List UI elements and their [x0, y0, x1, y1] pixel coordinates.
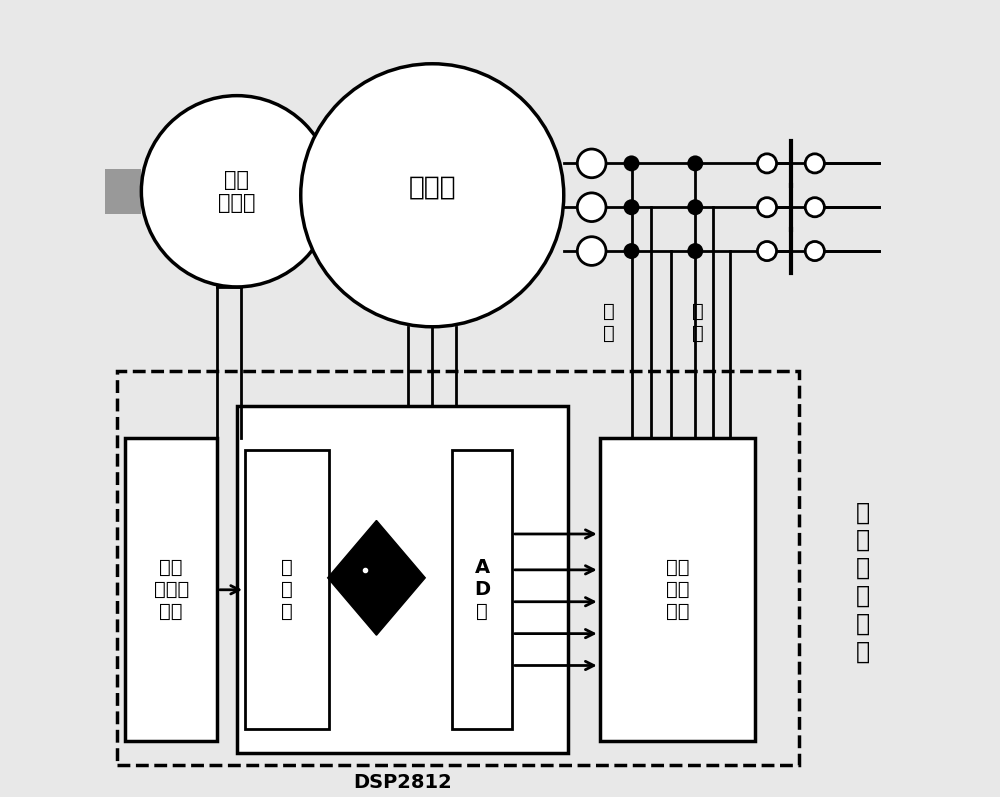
Circle shape — [301, 64, 564, 327]
Circle shape — [805, 154, 824, 173]
Text: 永磁
励磁机: 永磁 励磁机 — [218, 170, 256, 213]
Bar — [305, 169, 329, 214]
Bar — [452, 450, 512, 729]
Polygon shape — [328, 520, 425, 635]
Circle shape — [141, 96, 333, 287]
Text: 采样
处理
电路: 采样 处理 电路 — [666, 558, 689, 622]
Circle shape — [757, 154, 777, 173]
Circle shape — [757, 241, 777, 261]
Bar — [105, 169, 141, 214]
Circle shape — [624, 199, 639, 215]
Text: 信号
预处理
电路: 信号 预处理 电路 — [154, 558, 189, 622]
Text: 发电机: 发电机 — [408, 175, 456, 200]
Text: 电
压: 电 压 — [692, 302, 704, 344]
Circle shape — [805, 198, 824, 217]
Bar — [117, 371, 799, 765]
Text: 捕
获
口: 捕 获 口 — [281, 558, 293, 622]
Circle shape — [757, 198, 777, 217]
Circle shape — [805, 241, 824, 261]
Bar — [600, 438, 755, 741]
Circle shape — [577, 237, 606, 265]
Circle shape — [687, 199, 703, 215]
Circle shape — [624, 243, 639, 259]
Text: A
D
口: A D 口 — [474, 558, 490, 622]
Circle shape — [687, 155, 703, 171]
Bar — [245, 450, 329, 729]
Text: DSP2812: DSP2812 — [353, 773, 452, 792]
Text: 交
流
采
样
系
统: 交 流 采 样 系 统 — [856, 501, 870, 663]
Circle shape — [577, 193, 606, 222]
Text: 电
流: 电 流 — [603, 302, 615, 344]
Bar — [237, 406, 568, 753]
Circle shape — [687, 243, 703, 259]
Circle shape — [624, 155, 639, 171]
Bar — [125, 438, 217, 741]
Circle shape — [577, 149, 606, 178]
